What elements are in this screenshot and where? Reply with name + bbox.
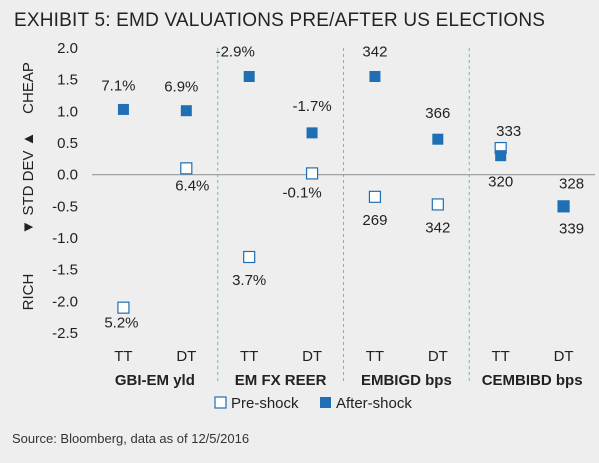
pre-shock-marker — [368, 190, 382, 203]
y-tick-label: -2.5 — [52, 325, 78, 342]
y-tick-label: 0.0 — [57, 167, 78, 184]
after-shock-data-label: -2.9% — [216, 44, 255, 61]
x-tick-label: TT — [492, 348, 510, 365]
after-shock-marker — [243, 71, 255, 82]
pre-shock-data-label: 333 — [496, 123, 521, 140]
source-note: Source: Bloomberg, data as of 12/5/2016 — [12, 431, 250, 446]
y-tick-label: 1.0 — [57, 103, 78, 120]
y-tick-label: -2.0 — [52, 293, 78, 310]
x-tick-label: DT — [302, 348, 322, 365]
after-shock-data-label: -1.7% — [292, 98, 331, 115]
y-tick-label: 2.0 — [57, 40, 78, 57]
chart-title: EXHIBIT 5: EMD VALUATIONS PRE/AFTER US E… — [14, 10, 546, 31]
pre-shock-marker — [243, 250, 256, 264]
pre-shock-data-label: 3.7% — [232, 272, 266, 289]
legend-pre-shock-swatch — [214, 396, 227, 409]
x-tick-label: DT — [554, 348, 574, 365]
pre-shock-data-label: 6.4% — [175, 177, 209, 194]
after-shock-data-label: 366 — [425, 105, 450, 122]
y-axis-label-cheap: CHEAP — [20, 62, 37, 114]
y-tick-label: -1.5 — [52, 262, 78, 279]
pre-shock-marker — [305, 167, 319, 180]
after-shock-data-label: 328 — [559, 175, 584, 192]
after-shock-data-label: 6.9% — [164, 79, 198, 96]
after-shock-marker — [180, 105, 192, 117]
pre-shock-data-label: -0.1% — [282, 184, 321, 201]
after-shock-marker — [558, 200, 570, 212]
pre-shock-data-label: 342 — [425, 219, 450, 236]
y-axis-label-stddev: ▼ STD DEV ▲ — [20, 131, 37, 234]
after-shock-marker — [306, 127, 318, 139]
x-group-label: EM FX REER — [235, 372, 327, 389]
y-axis-label-rich: RICH — [20, 274, 37, 311]
legend-pre-shock-label: Pre-shock — [231, 395, 299, 412]
x-tick-label: TT — [240, 348, 258, 365]
x-tick-label: DT — [428, 348, 448, 365]
pre-shock-marker — [431, 198, 444, 211]
y-tick-label: 0.5 — [57, 135, 78, 152]
pre-shock-marker — [117, 301, 130, 314]
y-tick-label: -0.5 — [52, 198, 78, 215]
x-tick-label: TT — [114, 348, 132, 365]
x-group-label: EMBIGD bps — [361, 372, 452, 389]
x-tick-label: TT — [366, 348, 384, 365]
x-group-label: CEMBIBD bps — [482, 372, 583, 389]
after-shock-marker — [117, 103, 129, 115]
pre-shock-data-label: 339 — [559, 220, 584, 237]
legend-after-shock-swatch — [320, 397, 331, 408]
after-shock-data-label: 7.1% — [101, 77, 135, 94]
after-shock-marker — [432, 133, 444, 145]
y-tick-label: 1.5 — [57, 72, 78, 89]
pre-shock-marker — [180, 162, 193, 175]
after-shock-marker — [495, 150, 507, 162]
after-shock-data-label: 320 — [488, 174, 513, 191]
x-group-label: GBI-EM yld — [115, 372, 195, 389]
y-tick-label: -1.0 — [52, 230, 78, 247]
x-tick-label: DT — [176, 348, 196, 365]
pre-shock-data-label: 269 — [362, 212, 387, 229]
after-shock-marker — [369, 71, 381, 82]
pre-shock-data-label: 5.2% — [104, 315, 138, 332]
after-shock-data-label: 342 — [362, 44, 387, 61]
legend-after-shock-label: After-shock — [336, 395, 412, 412]
plot-area: 2.0 1.5 1.0 0.5 0.0 -0.5 -1.0 -1.5 -2.0 -2.5 CHEAP… — [20, 40, 595, 412]
